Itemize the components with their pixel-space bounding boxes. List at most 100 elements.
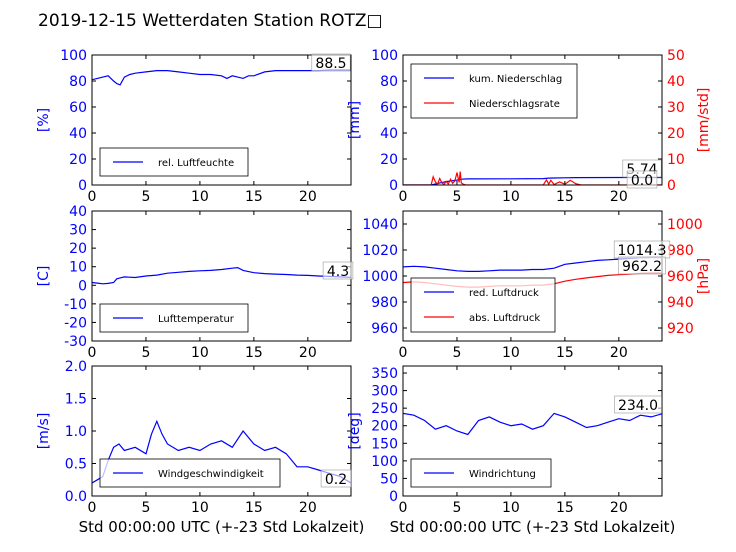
y2-tick-label-pressure-920: 920 bbox=[667, 321, 694, 337]
y-axis-label-wind_speed: [m/s] bbox=[36, 413, 52, 450]
x-tick-label-wind_speed-20: 20 bbox=[299, 500, 317, 516]
value-annotation-wind_speed-0: 0.2 bbox=[325, 472, 347, 488]
x-tick-label-temperature-5: 5 bbox=[141, 345, 150, 361]
y2-tick-label-precip-30: 30 bbox=[667, 100, 685, 116]
y-axis-label-temperature: [C] bbox=[36, 266, 52, 287]
value-annotation-precip-1: 0.0 bbox=[631, 173, 653, 189]
legend-label-pressure-1: abs. Luftdruck bbox=[469, 313, 540, 324]
value-annotation-humidity-0: 88.5 bbox=[315, 56, 346, 72]
y-tick-label-temperature-10: 10 bbox=[69, 260, 87, 276]
y-tick-label-humidity-80: 80 bbox=[69, 74, 87, 90]
x-tick-label-precip-15: 15 bbox=[556, 189, 574, 205]
x-tick-label-pressure-5: 5 bbox=[452, 345, 461, 361]
y2-tick-label-pressure-940: 940 bbox=[667, 295, 694, 311]
series-line-precip-1 bbox=[403, 171, 662, 185]
y-tick-label-temperature--30: -30 bbox=[64, 334, 87, 350]
y-tick-label-precip-0: 0 bbox=[389, 178, 398, 194]
series-line-precip-0 bbox=[403, 176, 662, 185]
legend-label-wind_speed-0: Windgeschwindigkeit bbox=[158, 469, 264, 480]
x-tick-label-wind_speed-15: 15 bbox=[245, 500, 263, 516]
series-line-wind_speed-0 bbox=[92, 419, 351, 484]
y-tick-label-pressure-980: 980 bbox=[371, 295, 398, 311]
legend-label-wind_dir-0: Windrichtung bbox=[469, 469, 536, 480]
x-tick-label-humidity-10: 10 bbox=[191, 189, 209, 205]
legend-label-precip-0: kum. Niederschlag bbox=[469, 74, 562, 85]
y-tick-label-humidity-100: 100 bbox=[60, 48, 87, 64]
y2-tick-label-pressure-1000: 1000 bbox=[667, 217, 703, 233]
y-tick-label-wind_speed-1: 1.0 bbox=[65, 424, 87, 440]
y2-tick-label-precip-40: 40 bbox=[667, 74, 685, 90]
y-axis-label-wind_dir: [deg] bbox=[347, 412, 363, 449]
x-tick-label-precip-10: 10 bbox=[502, 189, 520, 205]
y2-tick-label-precip-0: 0 bbox=[667, 178, 676, 194]
value-annotation-box-humidity-0 bbox=[311, 53, 351, 72]
y2-tick-label-pressure-980: 980 bbox=[667, 243, 694, 259]
y-tick-label-humidity-0: 0 bbox=[78, 178, 87, 194]
y-tick-label-wind_dir-350: 350 bbox=[371, 366, 398, 382]
value-annotation-box-precip-1 bbox=[626, 170, 658, 189]
y-tick-label-wind_dir-0: 0 bbox=[389, 489, 398, 505]
y-tick-label-wind_dir-300: 300 bbox=[371, 384, 398, 400]
y-tick-label-humidity-60: 60 bbox=[69, 100, 87, 116]
x-axis-label-right: Std 00:00:00 UTC (+-23 Std Lokalzeit) bbox=[390, 518, 676, 536]
legend-label-temperature-0: Lufttemperatur bbox=[158, 314, 235, 325]
y-tick-label-wind_dir-150: 150 bbox=[371, 436, 398, 452]
y-tick-label-temperature--20: -20 bbox=[64, 315, 87, 331]
legend-label-humidity-0: rel. Luftfeuchte bbox=[158, 158, 234, 169]
series-line-temperature-0 bbox=[92, 266, 351, 285]
y-tick-label-precip-100: 100 bbox=[371, 48, 398, 64]
y-tick-label-wind_speed-2: 2.0 bbox=[65, 359, 87, 375]
y-tick-label-temperature--10: -10 bbox=[64, 297, 87, 313]
panel-pressure: 0 5 10 15 2096098010001020104092094096098010… bbox=[362, 210, 712, 361]
value-annotation-box-temperature-0 bbox=[322, 261, 354, 280]
value-annotation-wind_dir-0: 234.0 bbox=[618, 398, 658, 414]
x-tick-label-humidity-15: 15 bbox=[245, 189, 263, 205]
axes-frame-precip bbox=[402, 54, 663, 186]
legend-label-pressure-0: red. Luftdruck bbox=[469, 288, 539, 299]
panel-precip: 0 5 10 15 20 0 20 40 60 80 100 0 10 20 30 40 50 [mm] [mm/s… bbox=[347, 48, 712, 205]
y-tick-label-wind_speed-0: 0.0 bbox=[65, 489, 87, 505]
y2-axis-label-pressure: [hPa] bbox=[696, 258, 712, 294]
y-tick-label-wind_speed-1.5: 1.5 bbox=[65, 392, 87, 408]
value-annotation-box-wind_speed-0 bbox=[320, 469, 352, 488]
x-tick-label-wind_dir-0: 0 bbox=[399, 500, 408, 516]
x-tick-label-wind_dir-15: 15 bbox=[556, 500, 574, 516]
y-tick-label-wind_speed-0.5: 0.5 bbox=[65, 457, 87, 473]
axes-frame-wind_dir bbox=[402, 365, 663, 497]
legend-label-precip-1: Niederschlagsrate bbox=[469, 99, 560, 110]
y-tick-label-pressure-960: 960 bbox=[371, 321, 398, 337]
y2-tick-label-pressure-960: 960 bbox=[667, 269, 694, 285]
value-annotation-box-pressure-1 bbox=[618, 256, 666, 275]
y-tick-label-precip-20: 20 bbox=[380, 152, 398, 168]
y-axis-label-humidity: [%] bbox=[36, 108, 52, 132]
panel-wind_speed: 0 5 10 15 20 0.0 0.5 1.0 1.5 2.0 [m/s] Windgeschwin… bbox=[36, 359, 352, 516]
x-tick-label-temperature-10: 10 bbox=[191, 345, 209, 361]
y-tick-label-wind_dir-250: 250 bbox=[371, 401, 398, 417]
x-tick-label-precip-5: 5 bbox=[452, 189, 461, 205]
y-tick-label-pressure-1020: 1020 bbox=[362, 243, 398, 259]
y2-tick-label-precip-50: 50 bbox=[667, 48, 685, 64]
value-annotation-box-wind_dir-0 bbox=[614, 395, 662, 414]
y-tick-label-wind_dir-200: 200 bbox=[371, 419, 398, 435]
y-tick-label-precip-80: 80 bbox=[380, 74, 398, 90]
y2-tick-label-precip-10: 10 bbox=[667, 152, 685, 168]
x-axis-label-left: Std 00:00:00 UTC (+-23 Std Lokalzeit) bbox=[79, 518, 365, 536]
y-tick-label-temperature-20: 20 bbox=[69, 241, 87, 257]
y-tick-label-pressure-1000: 1000 bbox=[362, 269, 398, 285]
panel-temperature: 0 5 10 15 20 -30 -20 -10 0 10 20 30 40 [C] Lufttempera… bbox=[36, 204, 354, 361]
y-tick-label-humidity-20: 20 bbox=[69, 152, 87, 168]
x-tick-label-temperature-0: 0 bbox=[88, 345, 97, 361]
x-tick-label-wind_speed-10: 10 bbox=[191, 500, 209, 516]
x-tick-label-humidity-20: 20 bbox=[299, 189, 317, 205]
value-annotation-pressure-1: 962.2 bbox=[622, 259, 662, 275]
y-tick-label-wind_dir-50: 50 bbox=[380, 471, 398, 487]
x-tick-label-temperature-15: 15 bbox=[245, 345, 263, 361]
x-tick-label-pressure-15: 15 bbox=[556, 345, 574, 361]
y-tick-label-precip-60: 60 bbox=[380, 100, 398, 116]
legend-box-pressure bbox=[410, 277, 556, 333]
y-tick-label-temperature-30: 30 bbox=[69, 223, 87, 239]
y-axis-label-precip: [mm] bbox=[347, 101, 363, 139]
y-tick-label-temperature-0: 0 bbox=[78, 278, 87, 294]
